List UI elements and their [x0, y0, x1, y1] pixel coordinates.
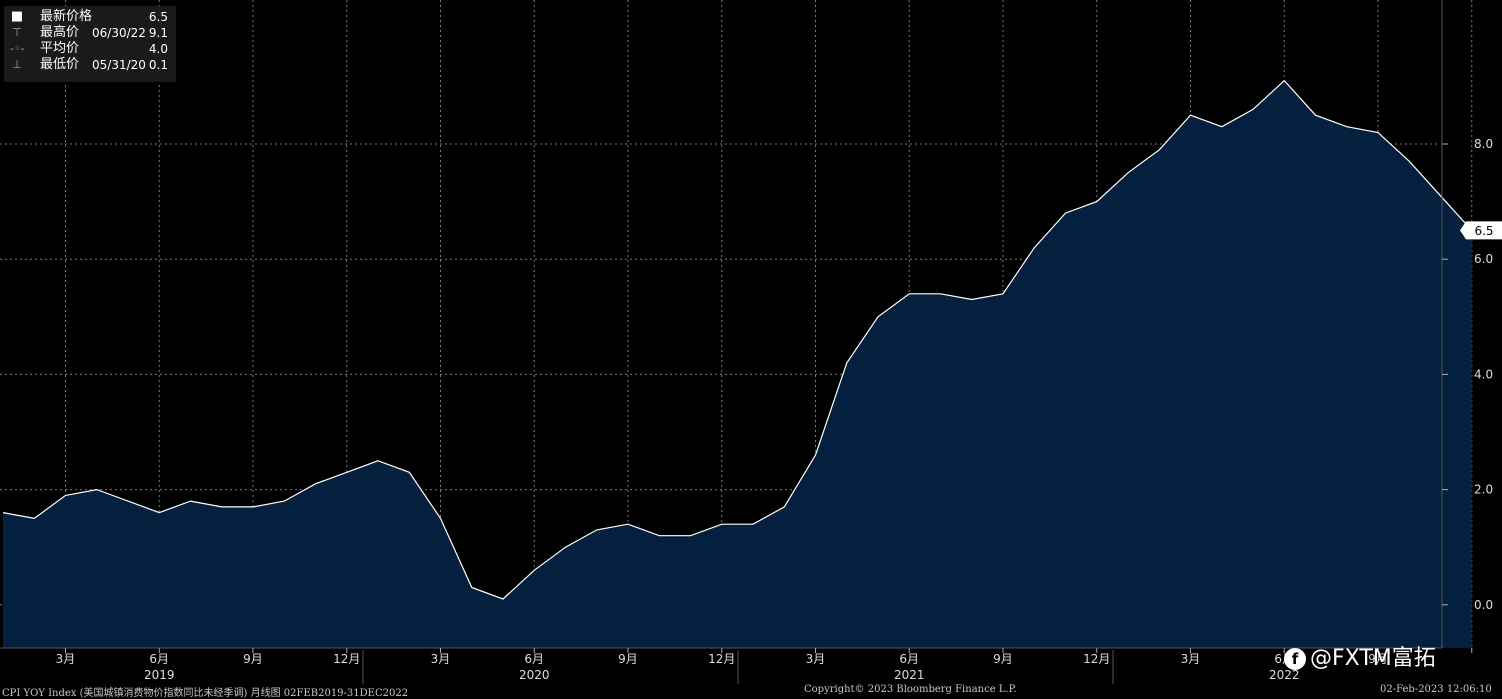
high-marker-icon: ⊤: [12, 26, 22, 39]
y-axis-ticks: 0.0 2.0 4.0 6.0 8.0: [1442, 137, 1493, 612]
legend-date: 05/31/20: [92, 58, 146, 72]
x-year-label: 2019: [144, 668, 175, 682]
legend-row-latest: ■ 最新价格 6.5: [8, 9, 172, 25]
x-tick-label: 3月: [56, 652, 76, 666]
fxtm-watermark: f @FXTM富拓: [1284, 640, 1436, 672]
footer-security-description: CPI YOY Index (美国城镇消费物价指数同比未经季调) 月线图 02F…: [2, 688, 409, 699]
square-icon: ■: [10, 9, 24, 24]
legend-value: 4.0: [148, 42, 168, 56]
x-tick-label: 9月: [618, 652, 638, 666]
y-tick-label: 2.0: [1474, 483, 1493, 497]
legend-label: 最新价格: [40, 9, 93, 24]
x-tick-label: 3月: [1181, 652, 1201, 666]
y-tick-label: 6.0: [1474, 252, 1493, 266]
x-tick-label: 6月: [524, 652, 544, 666]
low-marker-icon: ⊥: [12, 58, 22, 71]
x-tick-label: 9月: [243, 652, 263, 666]
legend-label: 最高价: [40, 25, 80, 40]
x-tick-label: 3月: [431, 652, 451, 666]
legend-panel: ■ 最新价格 6.5 ⊤ 最高价 06/30/22 9.1 -◦- 平均价 4.…: [4, 6, 176, 82]
legend-value: 6.5: [148, 10, 168, 24]
fxtm-logo-icon: f: [1284, 648, 1306, 670]
x-tick-label: 12月: [333, 652, 360, 666]
y-tick-label: 8.0: [1474, 137, 1493, 151]
footer-timestamp: 02-Feb-2023 12:06:10: [1380, 684, 1492, 695]
y-tick-label: 4.0: [1474, 367, 1493, 381]
legend-label: 最低价: [40, 57, 80, 72]
x-tick-label: 12月: [1083, 652, 1110, 666]
last-value-tag: 6.5: [1460, 221, 1502, 240]
x-axis-ticks: 3月6月9月12月3月6月9月12月3月6月9月12月3月6月9月2019202…: [56, 648, 1473, 684]
x-tick-label: 9月: [1368, 652, 1388, 666]
last-value-tag-shape: [1460, 221, 1502, 240]
average-marker-icon: -◦-: [10, 42, 25, 55]
last-value-tag-label: 6.5: [1474, 224, 1493, 238]
x-tick-label: 6月: [149, 652, 169, 666]
y-tick-label: 0.0: [1474, 598, 1493, 612]
watermark-text: @FXTM富拓: [1310, 646, 1436, 671]
cpi-series-line: [2, 79, 1473, 600]
cpi-area-fill: [3, 80, 1472, 649]
legend-row-average: -◦- 平均价 4.0: [8, 41, 172, 57]
legend-row-low: ⊥ 最低价 05/31/20 0.1: [8, 57, 172, 73]
x-year-label: 2020: [519, 668, 550, 682]
legend-value: 9.1: [148, 26, 168, 40]
cpi-yoy-chart: 0.0 2.0 4.0 6.0 8.0 3月 6月 9月 12月 3月 6月 9月 12月 3月 6月 9月…: [0, 0, 1502, 684]
x-year-label: 2021: [894, 668, 925, 682]
legend-row-high: ⊤ 最高价 06/30/22 9.1: [8, 25, 172, 41]
footer-copyright: Copyright© 2023 Bloomberg Finance L.P.: [804, 684, 1017, 695]
legend-value: 0.1: [148, 58, 168, 72]
legend-date: 06/30/22: [92, 26, 146, 40]
x-tick-label: 9月: [993, 652, 1013, 666]
legend-label: 平均价: [40, 41, 80, 56]
x-year-label: 2022: [1269, 668, 1300, 682]
x-tick-label: 12月: [708, 652, 735, 666]
x-tick-label: 6月: [899, 652, 919, 666]
x-tick-label: 3月: [806, 652, 826, 666]
